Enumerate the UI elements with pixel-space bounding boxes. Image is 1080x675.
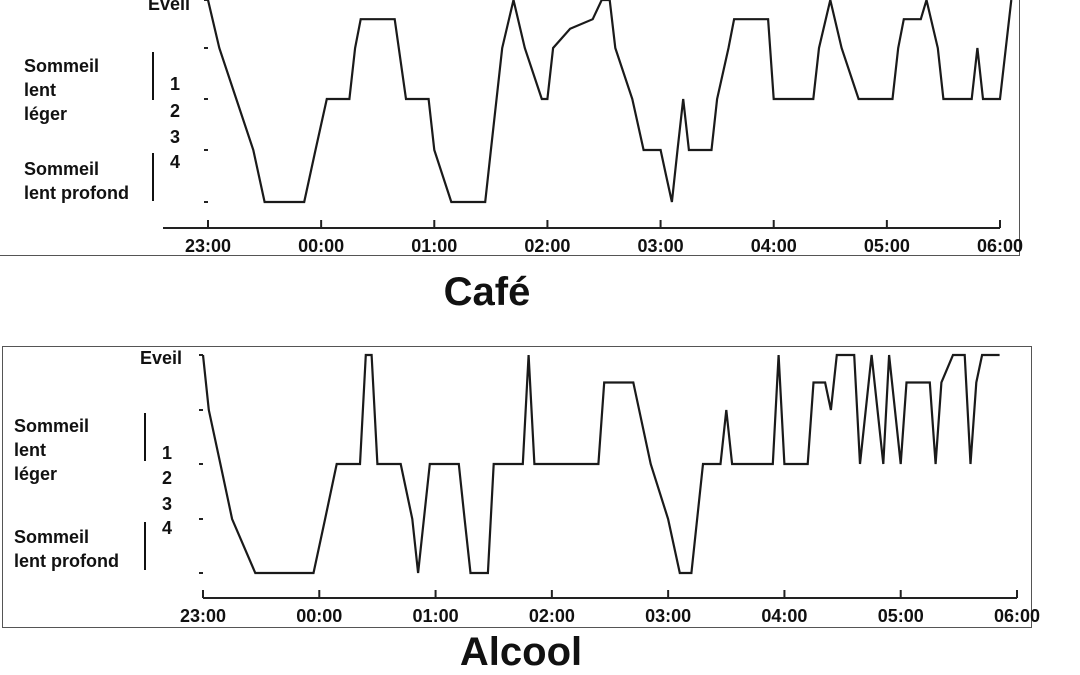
cafe-stage-4-label: 4 — [170, 152, 181, 172]
cafe-light-sleep-bracket — [152, 52, 154, 100]
alcool-stage-4-label: 4 — [162, 518, 173, 538]
cafe-x-tick-label: 03:00 — [638, 236, 684, 256]
cafe-chart-title: Café — [443, 270, 531, 314]
alcool-stage-2-label: 2 — [162, 468, 173, 488]
cafe-x-tick-label: 23:00 — [185, 236, 231, 256]
alcool-x-tick-label: 01:00 — [413, 606, 459, 626]
alcool-stage-3-label: 3 — [162, 494, 173, 514]
cafe-x-tick-label: 04:00 — [751, 236, 797, 256]
cafe-stage-3-label: 3 — [170, 127, 181, 147]
cafe-hypnogram-line — [206, 0, 1013, 204]
alcool-stage-1-label: 1 — [162, 443, 173, 463]
alcool-x-tick-label: 00:00 — [296, 606, 342, 626]
alcool-light-sleep-bracket — [144, 413, 146, 461]
cafe-x-tick-label: 05:00 — [864, 236, 910, 256]
cafe-eveil-label: Eveil — [148, 0, 191, 14]
alcool-hypnogram-line — [201, 353, 1000, 575]
alcool-chart-frame — [2, 346, 1032, 628]
alcool-x-tick-label: 03:00 — [645, 606, 691, 626]
alcool-deep-sleep-bracket — [144, 522, 146, 570]
cafe-deep-sleep-label: Sommeil lent profond — [24, 159, 129, 203]
alcool-x-tick-label: 02:00 — [529, 606, 575, 626]
cafe-light-sleep-label: Sommeil lent léger — [24, 56, 100, 124]
cafe-deep-sleep-bracket — [152, 153, 154, 201]
alcool-eveil-label: Eveil — [140, 348, 183, 368]
cafe-x-tick-label: 02:00 — [524, 236, 570, 256]
alcool-deep-sleep-label: Sommeil lent profond — [14, 527, 119, 571]
alcool-light-sleep-label: Sommeil lent léger — [14, 416, 90, 484]
alcool-x-tick-label: 04:00 — [761, 606, 807, 626]
alcool-x-tick-label: 05:00 — [878, 606, 924, 626]
cafe-x-tick-label: 00:00 — [298, 236, 344, 256]
cafe-stage-2-label: 2 — [170, 101, 181, 121]
alcool-x-tick-label: 23:00 — [180, 606, 226, 626]
cafe-stage-1-label: 1 — [170, 74, 181, 94]
cafe-x-tick-label: 06:00 — [977, 236, 1023, 256]
cafe-x-tick-label: 01:00 — [411, 236, 457, 256]
alcool-chart-title: Alcool — [459, 630, 583, 674]
cafe-chart-frame — [0, 0, 1020, 256]
alcool-x-tick-label: 06:00 — [994, 606, 1040, 626]
